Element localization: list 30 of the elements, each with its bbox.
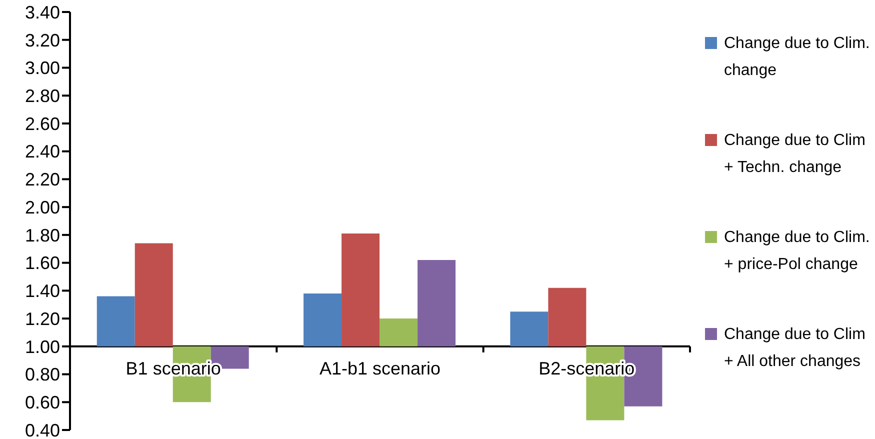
y-tick-label: 2.20	[24, 170, 60, 190]
x-tick-label: B2-scenario	[538, 358, 635, 378]
y-tick-label: 3.20	[24, 30, 60, 50]
y-tick-label: 1.60	[24, 253, 60, 274]
legend-label: Change due to Clim + Techn. change	[724, 131, 866, 178]
bar	[96, 296, 135, 346]
y-tick-label: 1.20	[24, 308, 60, 329]
y-tick-label: 0.80	[24, 364, 60, 385]
y-tick-label: 3.40	[24, 2, 60, 22]
y-tick-label: 1.40	[24, 281, 60, 302]
bar	[304, 293, 342, 346]
y-tick-label: 3.00	[24, 58, 60, 78]
bar	[342, 234, 380, 346]
bar	[380, 318, 418, 346]
y-tick-label: 2.60	[24, 114, 60, 134]
legend-label: Change due to Clim + All other changes	[724, 325, 866, 372]
y-tick-label: 2.80	[24, 86, 60, 106]
x-tick-label: A1-b1 scenario	[319, 358, 441, 378]
y-tick-label: 2.40	[24, 142, 60, 162]
y-tick-label: 0.40	[24, 420, 60, 439]
bar	[510, 312, 548, 346]
legend-label: Change due to Clim. change	[724, 34, 870, 81]
y-tick-label: 0.60	[24, 392, 60, 413]
bar	[548, 288, 586, 346]
legend-label: Change due to Clim. + price-Pol change	[724, 228, 870, 275]
y-tick-label: 2.00	[24, 197, 60, 218]
y-tick-label: 1.80	[24, 225, 60, 246]
y-tick-label: 1.00	[24, 336, 60, 357]
bar	[134, 243, 173, 346]
bar	[418, 260, 456, 346]
